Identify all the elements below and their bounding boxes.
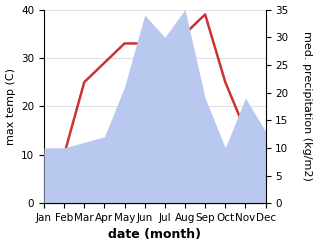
Y-axis label: med. precipitation (kg/m2): med. precipitation (kg/m2): [302, 31, 313, 181]
X-axis label: date (month): date (month): [108, 228, 201, 242]
Y-axis label: max temp (C): max temp (C): [5, 68, 16, 145]
